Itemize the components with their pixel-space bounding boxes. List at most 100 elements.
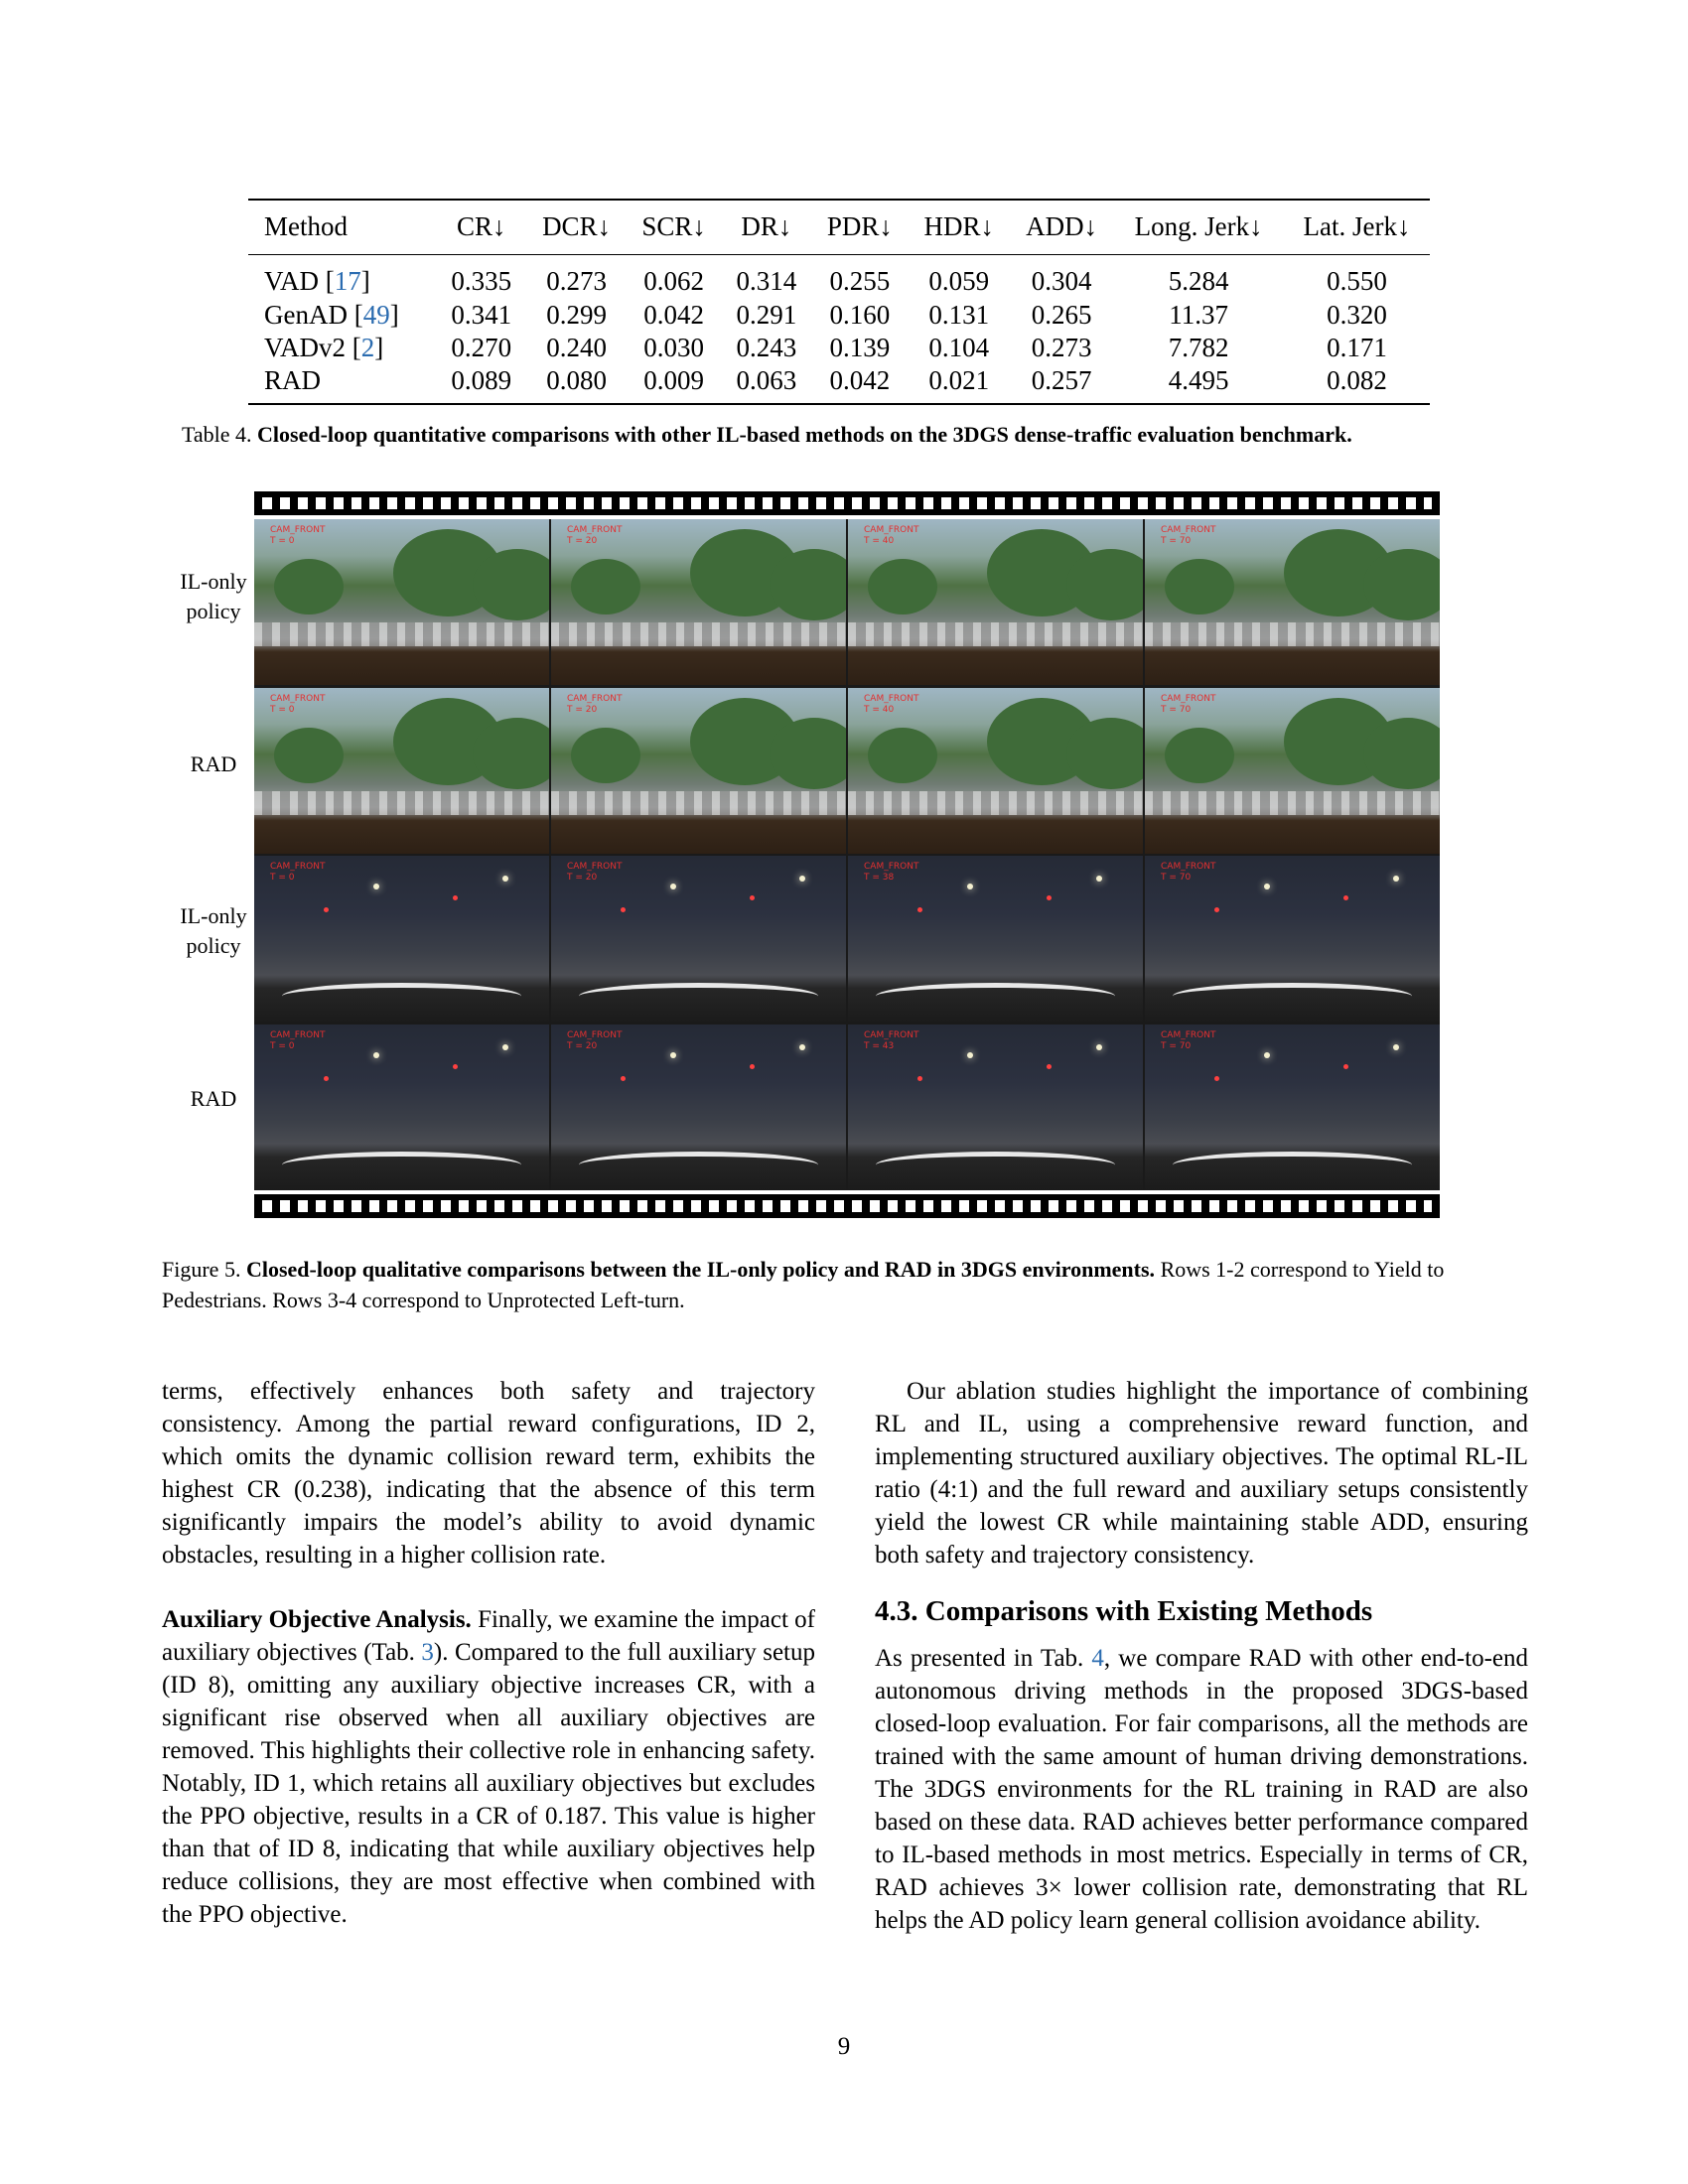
value-cell: 0.089 xyxy=(451,365,512,395)
value-cell: 0.240 xyxy=(546,333,607,362)
method-name: GenAD xyxy=(264,300,348,330)
value-cell: 11.37 xyxy=(1169,300,1229,330)
table-4: Method CR↓ DCR↓ SCR↓ DR↓ PDR↓ HDR↓ ADD↓ … xyxy=(248,199,1430,405)
cam-name: CAM_FRONT xyxy=(567,1030,623,1041)
cam-label: CAM_FRONT T = 70 xyxy=(1161,525,1215,547)
value-cell: 0.550 xyxy=(1327,265,1387,296)
cam-name: CAM_FRONT xyxy=(567,693,623,704)
cam-name: CAM_FRONT xyxy=(1161,525,1216,535)
value-cell: 0.131 xyxy=(928,300,990,330)
figure-5: CAM_FRONT T = 0 CAM_FRONT T = 20 CAM_FRONT T … xyxy=(159,491,1440,1218)
cam-label: CAM_FRONT T = 0 xyxy=(270,1030,325,1052)
value-cell: 0.335 xyxy=(451,265,512,296)
value-cell: 0.265 xyxy=(1031,300,1092,330)
value-cell: 0.270 xyxy=(451,333,512,362)
table-4-link[interactable]: 4 xyxy=(1091,1645,1104,1672)
frame-time: T = 0 xyxy=(270,873,295,884)
video-frame: CAM_FRONT T = 0 xyxy=(254,856,549,1023)
video-frame: CAM_FRONT T = 40 xyxy=(848,687,1143,854)
value-cell: 0.304 xyxy=(1031,265,1092,296)
video-frame: CAM_FRONT T = 70 xyxy=(1145,856,1440,1023)
right-paragraph-1: Our ablation studies highlight the impor… xyxy=(875,1378,1528,1569)
value-cell: 0.030 xyxy=(643,333,705,362)
value-cell: 0.257 xyxy=(1031,365,1092,395)
video-frame: CAM_FRONT T = 40 xyxy=(848,519,1143,685)
value-cell: 0.139 xyxy=(829,333,891,362)
figure-caption-bold: Closed-loop qualitative comparisons betw… xyxy=(245,1257,1156,1282)
citation-link[interactable]: 17 xyxy=(334,265,361,296)
method-cell: VAD [17] xyxy=(264,265,370,296)
cam-name: CAM_FRONT xyxy=(1161,693,1216,704)
frame-time: T = 70 xyxy=(1161,1041,1192,1052)
table-header-row: Method CR↓ DCR↓ SCR↓ DR↓ PDR↓ HDR↓ ADD↓ … xyxy=(248,200,1430,255)
cam-name: CAM_FRONT xyxy=(1161,862,1216,873)
frame-grid: CAM_FRONT T = 0 CAM_FRONT T = 20 CAM_FRONT T … xyxy=(254,519,1440,1191)
left-paragraph-1: terms, effectively enhances both safety … xyxy=(162,1378,815,1569)
method-name: VADv2 xyxy=(264,333,347,362)
video-frame: CAM_FRONT T = 0 xyxy=(254,687,549,854)
video-frame: CAM_FRONT T = 0 xyxy=(254,519,549,685)
video-frame: CAM_FRONT T = 20 xyxy=(551,856,846,1023)
cam-name: CAM_FRONT xyxy=(270,1030,326,1041)
frame-time: T = 20 xyxy=(567,536,598,546)
value-cell: 0.042 xyxy=(829,365,891,395)
cam-label: CAM_FRONT T = 20 xyxy=(567,862,622,884)
right-paragraph-2: As presented in Tab. 4, we compare RAD w… xyxy=(875,1642,1528,1937)
video-frame: CAM_FRONT T = 20 xyxy=(551,519,846,685)
value-cell: 7.782 xyxy=(1168,333,1229,362)
frame-time: T = 20 xyxy=(567,873,598,884)
table-row: GenAD [49] 0.341 0.299 0.042 0.291 0.160 0.131… xyxy=(248,299,1430,332)
cam-name: CAM_FRONT xyxy=(270,525,326,535)
frame-time: T = 20 xyxy=(567,704,598,715)
cam-name: CAM_FRONT xyxy=(567,525,623,535)
video-frame: CAM_FRONT T = 70 xyxy=(1145,687,1440,854)
auxiliary-heading: Auxiliary Objective Analysis. xyxy=(162,1606,472,1633)
row-label: RAD xyxy=(190,1086,237,1111)
header-lat-jerk: Lat. Jerk↓ xyxy=(1303,211,1411,241)
figure-5-caption: Figure 5. Closed-loop qualitative compar… xyxy=(162,1254,1532,1315)
cam-label: CAM_FRONT T = 70 xyxy=(1161,694,1215,716)
value-cell: 0.042 xyxy=(643,300,705,330)
value-cell: 0.341 xyxy=(451,300,512,330)
value-cell: 0.291 xyxy=(736,300,797,330)
row-label: IL-only policy xyxy=(180,903,247,958)
header-long-jerk: Long. Jerk↓ xyxy=(1134,211,1263,241)
cam-label: CAM_FRONT T = 38 xyxy=(864,862,918,884)
cam-name: CAM_FRONT xyxy=(1161,1030,1216,1041)
value-cell: 0.160 xyxy=(829,300,891,330)
left-paragraph-2-text-a: Finally, we examine the impact of auxili… xyxy=(162,1606,816,1666)
cam-label: CAM_FRONT T = 40 xyxy=(864,525,918,547)
method-cell: RAD xyxy=(248,364,436,404)
cam-label: CAM_FRONT T = 70 xyxy=(1161,1030,1215,1052)
table-3-link[interactable]: 3 xyxy=(421,1639,434,1666)
method-cell: GenAD [49] xyxy=(264,300,399,330)
citation-link[interactable]: 2 xyxy=(360,333,375,362)
figure-caption-label: Figure 5. xyxy=(162,1257,241,1282)
method-cell: VADv2 [2] xyxy=(264,333,384,362)
table-caption-bold: Closed-loop quantitative comparisons wit… xyxy=(257,422,1352,447)
video-frame: CAM_FRONT T = 43 xyxy=(848,1024,1143,1191)
citation-link[interactable]: 49 xyxy=(362,300,390,330)
value-cell: 0.082 xyxy=(1327,365,1387,395)
table-row: RAD 0.089 0.080 0.009 0.063 0.042 0.021 0.257 4.… xyxy=(248,364,1430,404)
value-cell: 4.495 xyxy=(1168,365,1229,395)
frame-time: T = 0 xyxy=(270,536,295,546)
cam-name: CAM_FRONT xyxy=(270,862,326,873)
right-paragraph-2-text-b: , we compare RAD with other end-to-end a… xyxy=(875,1645,1528,1934)
video-frame: CAM_FRONT T = 0 xyxy=(254,1024,549,1191)
video-frame: CAM_FRONT T = 38 xyxy=(848,856,1143,1023)
section-heading-4-3: 4.3. Comparisons with Existing Methods xyxy=(875,1595,1373,1627)
left-paragraph-2: Auxiliary Objective Analysis. Finally, w… xyxy=(162,1603,815,1931)
frame-time: T = 20 xyxy=(567,1041,598,1052)
cam-label: CAM_FRONT T = 0 xyxy=(270,694,325,716)
value-cell: 0.255 xyxy=(829,265,891,296)
header-add: ADD↓ xyxy=(1026,211,1098,241)
cam-label: CAM_FRONT T = 70 xyxy=(1161,862,1215,884)
header-method: Method xyxy=(264,211,348,241)
value-cell: 0.063 xyxy=(736,365,797,395)
frame-time: T = 70 xyxy=(1161,536,1192,546)
cam-label: CAM_FRONT T = 0 xyxy=(270,862,325,884)
table-row: VAD [17] 0.335 0.273 0.062 0.314 0.255 0.059 0.… xyxy=(248,255,1430,300)
frame-time: T = 38 xyxy=(864,873,895,884)
cam-label: CAM_FRONT T = 20 xyxy=(567,525,622,547)
